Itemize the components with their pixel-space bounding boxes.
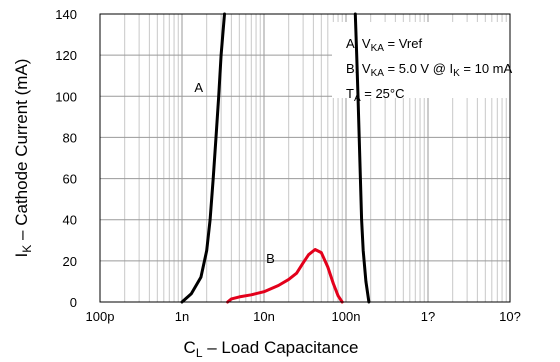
x-tick-labels: 100p 1n 10n 100n 1? 10?: [86, 309, 521, 324]
x-tick-label: 10?: [499, 309, 521, 324]
series-a-line: [353, 12, 371, 304]
condition-note: B. VKA = 5.0 V @ IK = 10 mA: [346, 61, 513, 79]
x-tick-label: 1?: [421, 309, 435, 324]
x-tick-label: 10n: [253, 309, 275, 324]
y-tick-label: 140: [55, 7, 77, 22]
annotations: A. VKA = Vref B. VKA = 5.0 V @ IK = 10 mA…: [346, 36, 513, 104]
x-tick-label: 1n: [175, 309, 189, 324]
condition-note: A. VKA = Vref: [346, 36, 422, 54]
condition-note: TA = 25°C: [346, 86, 405, 104]
y-tick-label: 0: [70, 295, 77, 310]
y-tick-label: 120: [55, 48, 77, 63]
y-tick-label: 60: [63, 172, 77, 187]
y-axis-title: IK – Cathode Current (mA): [12, 59, 34, 258]
series-layer: [180, 12, 371, 304]
y-tick-label: 100: [55, 89, 77, 104]
x-axis-title: CL – Load Capacitance: [184, 338, 359, 360]
series-b-line: [226, 248, 344, 304]
x-tick-label: 100n: [332, 309, 361, 324]
plot-frame: [99, 13, 511, 303]
curve-label: B: [266, 251, 275, 266]
curve-label: A: [194, 80, 203, 95]
curve-labels: AB: [194, 80, 274, 266]
y-tick-label: 80: [63, 130, 77, 145]
series-a-line: [180, 12, 226, 304]
annotation-box: [332, 22, 510, 98]
y-tick-labels: 0 20 40 60 80 100 120 140: [55, 7, 77, 310]
x-tick-label: 100p: [86, 309, 115, 324]
y-tick-label: 40: [63, 213, 77, 228]
y-tick-label: 20: [63, 254, 77, 269]
